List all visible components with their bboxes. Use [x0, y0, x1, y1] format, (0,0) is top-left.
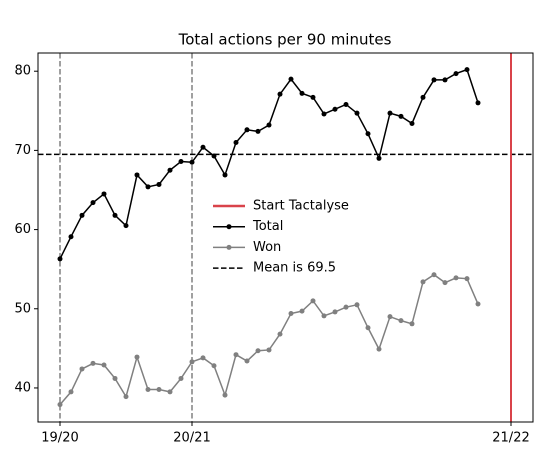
- point: [299, 308, 305, 314]
- point: [277, 331, 283, 337]
- point: [57, 402, 63, 408]
- legend-label: Mean is 69.5: [253, 261, 336, 276]
- plot-frame: [37, 52, 534, 423]
- legend-label: Start Tactalyse: [253, 199, 349, 214]
- point: [343, 101, 349, 107]
- legend-marker: [226, 244, 232, 250]
- point: [211, 363, 217, 369]
- point: [167, 389, 173, 395]
- point: [134, 354, 140, 360]
- point: [101, 191, 107, 197]
- point: [123, 223, 129, 229]
- point: [354, 110, 360, 116]
- point: [398, 318, 404, 324]
- y-tick-label: 40: [14, 380, 31, 395]
- point: [156, 181, 162, 187]
- point: [222, 392, 228, 398]
- point: [310, 298, 316, 304]
- point: [112, 375, 118, 381]
- point: [332, 309, 338, 315]
- point: [90, 200, 96, 206]
- point: [288, 311, 294, 317]
- point: [354, 302, 360, 308]
- point: [167, 167, 173, 173]
- legend-label: Total: [252, 219, 283, 234]
- point: [442, 77, 448, 83]
- point: [255, 348, 261, 354]
- point: [277, 91, 283, 97]
- point: [310, 94, 316, 100]
- point: [442, 280, 448, 286]
- point: [266, 122, 272, 128]
- point: [376, 346, 382, 352]
- point: [244, 358, 250, 364]
- point: [222, 172, 228, 178]
- point: [299, 90, 305, 96]
- point: [233, 139, 239, 145]
- point: [475, 301, 481, 307]
- point: [365, 131, 371, 137]
- point: [321, 313, 327, 319]
- point: [387, 110, 393, 116]
- x-tick-label: 19/20: [41, 431, 78, 446]
- point: [178, 158, 184, 164]
- point: [398, 113, 404, 119]
- point: [123, 394, 129, 400]
- legend-label: Won: [253, 240, 281, 255]
- point: [255, 128, 261, 134]
- point: [79, 212, 85, 218]
- y-tick-label: 50: [14, 301, 31, 316]
- y-tick-label: 80: [14, 64, 31, 79]
- point: [156, 387, 162, 393]
- point: [431, 77, 437, 83]
- chart-title: Total actions per 90 minutes: [178, 31, 392, 49]
- point: [409, 120, 415, 126]
- point: [431, 272, 437, 278]
- point: [464, 276, 470, 282]
- y-tick-label: 70: [14, 143, 31, 158]
- series-line: [59, 273, 479, 406]
- legend-marker: [226, 224, 232, 230]
- point: [266, 347, 272, 353]
- point: [453, 275, 459, 281]
- point: [200, 355, 206, 361]
- point: [343, 304, 349, 310]
- y-tick-label: 60: [14, 222, 31, 237]
- point: [145, 387, 151, 393]
- point: [211, 153, 217, 159]
- point: [453, 71, 459, 77]
- point: [464, 67, 470, 73]
- point: [68, 389, 74, 395]
- point: [321, 111, 327, 117]
- point: [101, 362, 107, 368]
- point: [387, 314, 393, 320]
- x-tick-label: 20/21: [173, 431, 210, 446]
- point: [332, 106, 338, 112]
- point: [233, 352, 239, 358]
- point: [420, 94, 426, 100]
- point: [288, 76, 294, 82]
- point: [145, 184, 151, 190]
- point: [475, 100, 481, 106]
- point: [244, 127, 250, 133]
- point: [57, 256, 63, 262]
- point: [200, 144, 206, 150]
- point: [79, 366, 85, 372]
- point: [112, 212, 118, 218]
- point: [178, 375, 184, 381]
- point: [90, 360, 96, 366]
- point: [134, 172, 140, 178]
- point: [365, 325, 371, 331]
- point: [420, 279, 426, 285]
- point: [409, 321, 415, 327]
- point: [189, 359, 195, 365]
- point: [376, 155, 382, 161]
- point: [189, 159, 195, 165]
- x-tick-label: 21/22: [492, 431, 529, 446]
- point: [68, 234, 74, 240]
